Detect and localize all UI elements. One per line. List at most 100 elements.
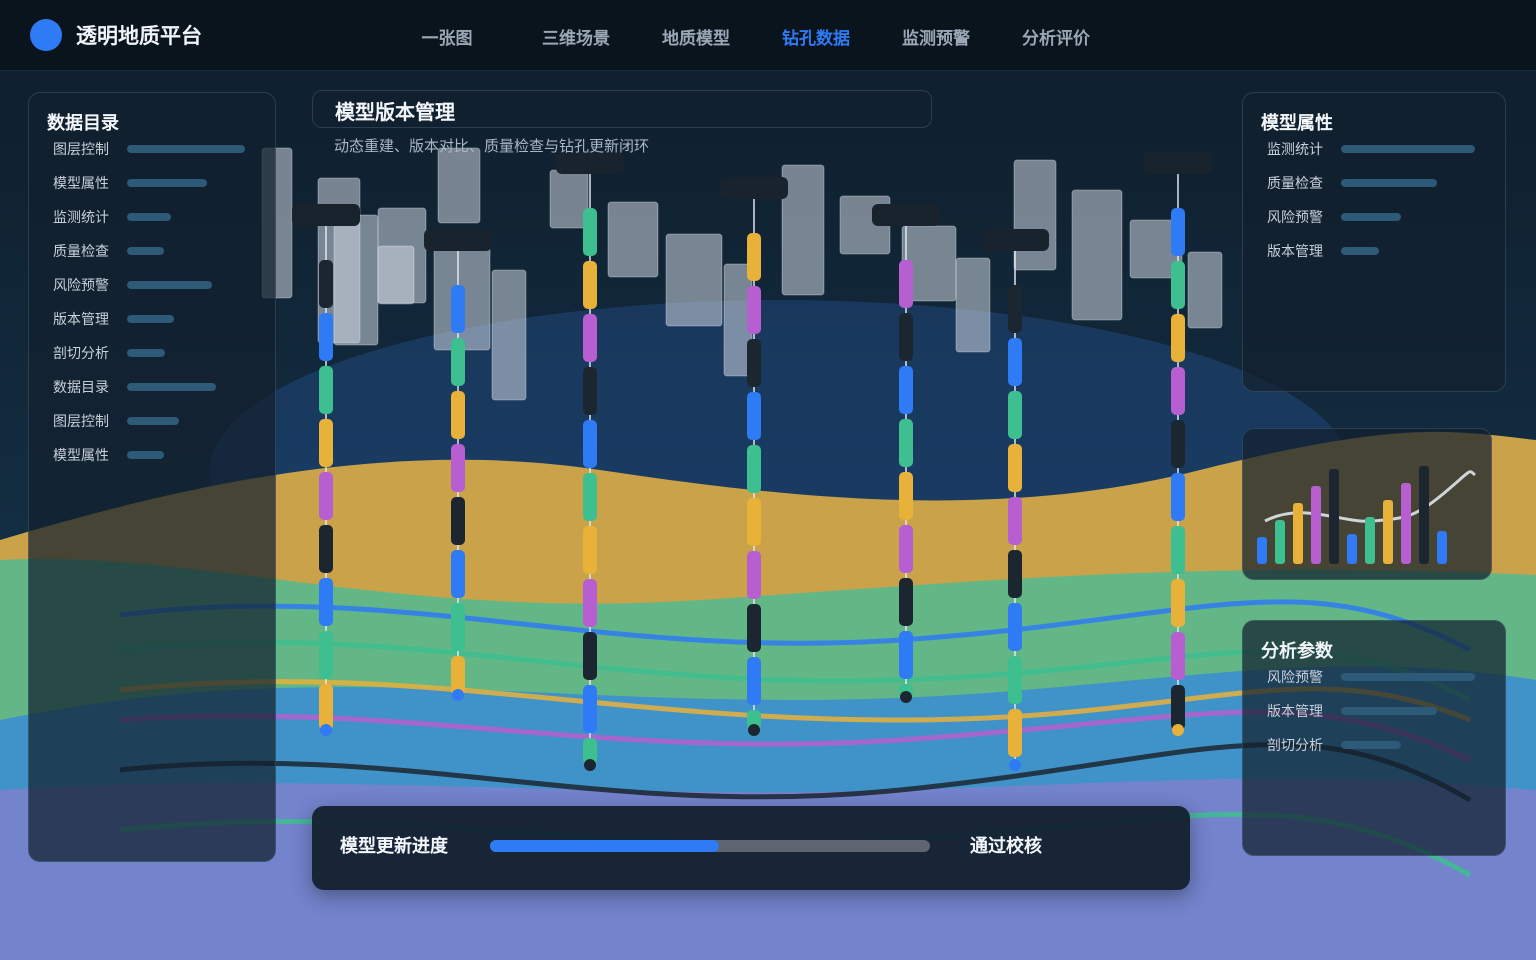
hole-segment bbox=[1008, 550, 1022, 598]
nav-item[interactable]: 地质模型 bbox=[662, 29, 730, 49]
hole-segment bbox=[899, 419, 913, 467]
bar bbox=[127, 383, 216, 391]
bar bbox=[127, 145, 245, 153]
hole-end bbox=[1009, 759, 1021, 771]
block bbox=[377, 245, 415, 305]
hole-segment bbox=[1171, 208, 1185, 256]
list-item: 风险预警 bbox=[53, 278, 109, 294]
block bbox=[549, 169, 589, 229]
mini-chart bbox=[1257, 466, 1476, 564]
nav-item[interactable]: 钻孔数据 bbox=[782, 29, 850, 49]
bar bbox=[1257, 537, 1267, 564]
hole-label bbox=[872, 204, 940, 226]
list-item: 图层控制 bbox=[53, 142, 109, 158]
hole-segment bbox=[319, 419, 333, 467]
bar bbox=[1383, 500, 1393, 564]
hole-segment bbox=[1171, 579, 1185, 627]
bar bbox=[1329, 469, 1339, 564]
title-box: 模型版本管理 bbox=[312, 90, 932, 128]
bar bbox=[1419, 466, 1429, 564]
hole-segment bbox=[1171, 685, 1185, 730]
hole-segment bbox=[583, 367, 597, 415]
hole-segment bbox=[451, 444, 465, 492]
hole-label bbox=[720, 177, 788, 199]
hole-segment bbox=[319, 366, 333, 414]
hole-segment bbox=[899, 525, 913, 573]
hole-segment bbox=[747, 604, 761, 652]
hole-segment bbox=[451, 550, 465, 598]
hole-segment bbox=[583, 526, 597, 574]
hole-segment bbox=[1008, 497, 1022, 545]
block bbox=[1187, 251, 1223, 329]
hole-segment bbox=[583, 420, 597, 468]
bar-track bbox=[1341, 741, 1475, 749]
hole-segment bbox=[451, 497, 465, 545]
list-item: 剖切分析 bbox=[1267, 738, 1323, 754]
list-item: 模型属性 bbox=[53, 448, 109, 464]
hole-segment bbox=[583, 314, 597, 362]
hole-label bbox=[1144, 152, 1212, 174]
bar bbox=[1275, 520, 1285, 564]
list-item: 版本管理 bbox=[1267, 704, 1323, 720]
hole-segment bbox=[747, 498, 761, 546]
block bbox=[491, 269, 527, 401]
hole-segment bbox=[747, 233, 761, 281]
hole-segment bbox=[1171, 314, 1185, 362]
block bbox=[955, 257, 991, 353]
hole-segment bbox=[583, 579, 597, 627]
blocks bbox=[261, 147, 1223, 401]
hole-segment bbox=[747, 286, 761, 334]
hole-segment bbox=[899, 578, 913, 626]
left-panel: 数据目录 图层控制 模型属性 监测统计 质量检查 风险预警 版本管理 剖切分析 数据目录 图层控… bbox=[28, 92, 276, 862]
bar-track bbox=[127, 349, 245, 357]
hole-segment bbox=[583, 261, 597, 309]
list-item: 模型属性 bbox=[53, 176, 109, 192]
hole-segment bbox=[1171, 367, 1185, 415]
hole-segment bbox=[1171, 632, 1185, 680]
panel-title: 数据目录 bbox=[47, 113, 119, 134]
hole-segment bbox=[319, 684, 333, 730]
bar-track bbox=[1341, 145, 1475, 153]
progress-label: 模型更新进度 bbox=[340, 836, 448, 857]
right-panel: 模型属性 监测统计 质量检查 风险预警 版本管理 bbox=[1242, 92, 1506, 392]
hole-segment bbox=[583, 208, 597, 256]
bar bbox=[127, 179, 208, 187]
nav-item[interactable]: 三维场景 bbox=[542, 29, 610, 49]
progress-track bbox=[490, 840, 930, 852]
bar bbox=[1437, 531, 1447, 564]
nav-item[interactable]: 分析评价 bbox=[1022, 29, 1090, 49]
nav-item[interactable]: 监测预警 bbox=[902, 29, 970, 49]
block bbox=[1071, 189, 1123, 321]
bar bbox=[127, 315, 175, 323]
hole-segment bbox=[1008, 338, 1022, 386]
list-item: 数据目录 bbox=[53, 380, 109, 396]
hole-segment bbox=[451, 656, 465, 695]
hole-end bbox=[452, 689, 464, 701]
hole-segment bbox=[451, 285, 465, 333]
bar-track bbox=[1341, 247, 1475, 255]
hole-segment bbox=[1008, 603, 1022, 651]
bar-track bbox=[127, 281, 245, 289]
chart-panel bbox=[1242, 428, 1492, 580]
block bbox=[665, 233, 723, 327]
list-item: 质量检查 bbox=[53, 244, 109, 260]
list-item: 监测统计 bbox=[53, 210, 109, 226]
block bbox=[333, 214, 379, 346]
bar bbox=[127, 213, 171, 221]
nav-item[interactable]: 一张图 bbox=[421, 29, 473, 49]
hole-end bbox=[320, 724, 332, 736]
bar bbox=[1341, 145, 1475, 153]
hole-segment bbox=[1171, 261, 1185, 309]
hole-segment bbox=[319, 260, 333, 308]
panel-title: 分析参数 bbox=[1261, 641, 1333, 662]
bar bbox=[127, 451, 164, 459]
hole-segment bbox=[583, 473, 597, 521]
bar-track bbox=[127, 315, 245, 323]
hole-label bbox=[556, 152, 624, 174]
bar bbox=[1347, 534, 1357, 564]
hole-segment bbox=[1008, 709, 1022, 757]
hole-segment bbox=[899, 366, 913, 414]
bar bbox=[1293, 503, 1303, 564]
progress-status: 通过校核 bbox=[970, 836, 1042, 857]
